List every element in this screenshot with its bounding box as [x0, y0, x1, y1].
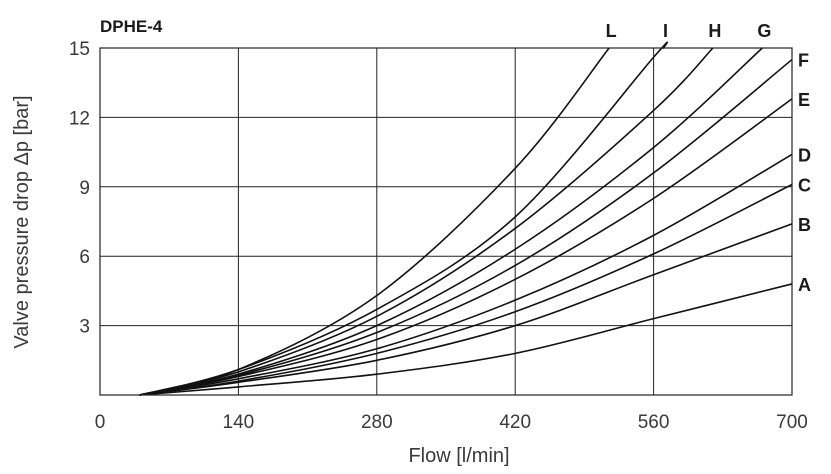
- curve-labels: A BCD EF G H I L: [606, 21, 811, 295]
- grid: [100, 47, 792, 395]
- x-ticks: 0 140 280 420 560 700: [95, 412, 808, 433]
- curve-label-d: D: [798, 145, 811, 165]
- y-ticks: 3 6 9 12 15: [69, 39, 90, 338]
- curve-l: [139, 47, 610, 396]
- x-tick-label: 140: [223, 412, 255, 433]
- curve-label-i: I: [663, 21, 668, 41]
- y-tick-label: 9: [79, 178, 90, 199]
- x-tick-label: 280: [361, 412, 393, 433]
- curve-label-g: G: [757, 21, 771, 41]
- curve-c: [139, 183, 793, 396]
- curve-b: [139, 223, 793, 396]
- y-tick-label: 12: [69, 108, 90, 129]
- curves: [139, 41, 793, 396]
- curve-a: [139, 283, 793, 396]
- y-axis-label: Valve pressure drop Δp [bar]: [11, 95, 33, 348]
- curve-e: [139, 98, 793, 396]
- chart-title: DPHE-4: [100, 17, 163, 36]
- x-tick-label: 700: [776, 412, 808, 433]
- curve-f: [139, 58, 793, 396]
- curve-g: [139, 47, 763, 396]
- curve-label-f: F: [798, 51, 809, 71]
- curve-label-h: H: [708, 21, 721, 41]
- y-tick-label: 6: [79, 247, 90, 268]
- curve-h: [139, 47, 714, 396]
- x-tick-label: 420: [499, 412, 531, 433]
- curve-label-l: L: [606, 21, 617, 41]
- x-axis-label: Flow [l/min]: [408, 445, 509, 467]
- curve-label-e: E: [798, 90, 810, 110]
- plot-frame: [99, 47, 793, 396]
- curve-d: [139, 153, 793, 396]
- x-tick-label: 0: [95, 412, 106, 433]
- curve-label-b: B: [798, 215, 811, 235]
- y-tick-label: 3: [79, 317, 90, 338]
- curve-label-a: A: [798, 275, 811, 295]
- y-tick-label: 15: [69, 39, 90, 60]
- curve-label-c: C: [798, 175, 811, 195]
- x-tick-label: 560: [638, 412, 670, 433]
